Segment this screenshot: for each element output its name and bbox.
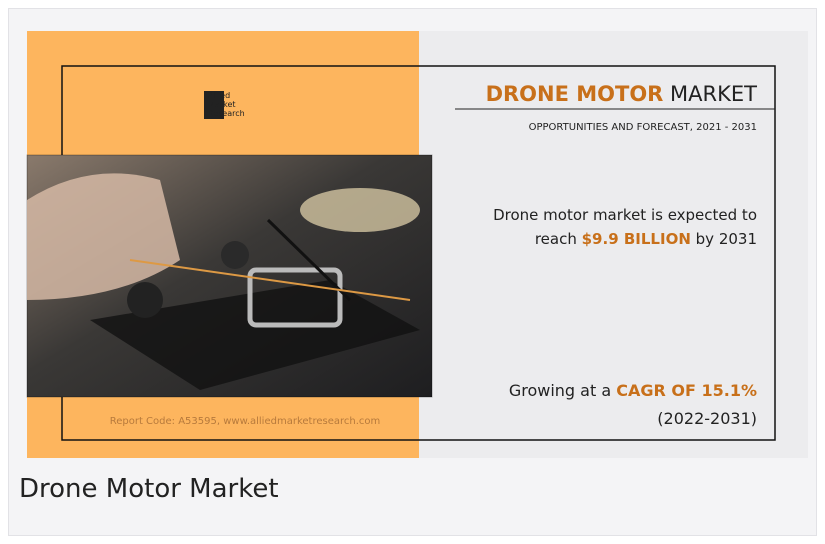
title: DRONE MOTOR MARKET <box>486 82 758 106</box>
title-rest: MARKET <box>670 82 757 106</box>
statement-line: reach $9.9 BILLION by 2031 <box>535 230 757 248</box>
logo-line: Research <box>208 109 245 118</box>
statement-line: Drone motor market is expected to <box>493 206 757 224</box>
growth-prefix: Growing at a <box>509 381 611 400</box>
photo <box>27 155 432 397</box>
page: Allied Market Research DRONE MOTOR MARKE… <box>0 0 825 544</box>
logo-line: Allied <box>208 91 230 100</box>
statement-suffix: by 2031 <box>696 230 757 248</box>
caption: Drone Motor Market <box>19 474 279 504</box>
footer: Report Code: A53595, www.alliedmarketres… <box>110 416 381 427</box>
growth-highlight: CAGR OF 15.1% <box>616 381 757 400</box>
subtitle: OPPORTUNITIES AND FORECAST, 2021 - 2031 <box>529 122 757 133</box>
infographic: Allied Market Research DRONE MOTOR MARKE… <box>0 0 825 470</box>
statement-highlight: $9.9 BILLION <box>582 230 691 248</box>
logo-line: Market <box>208 100 236 109</box>
title-highlight: DRONE MOTOR <box>486 82 664 106</box>
statement-prefix: reach <box>535 230 577 248</box>
growth-period: (2022-2031) <box>657 409 757 428</box>
growth-line: Growing at a CAGR OF 15.1% <box>509 381 757 400</box>
